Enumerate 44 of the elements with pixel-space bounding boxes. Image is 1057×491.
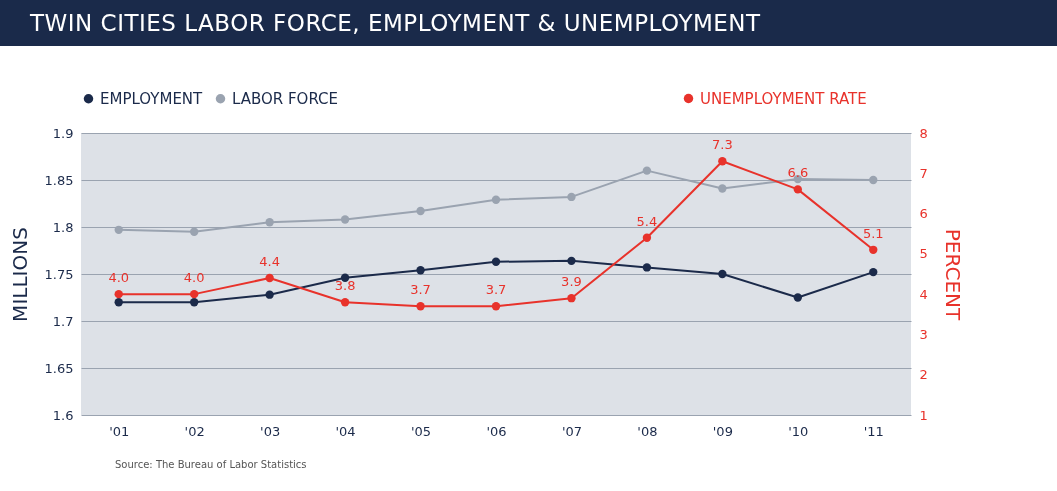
y-tick-label: 1.9 bbox=[52, 125, 74, 141]
y-axis-title: MILLIONS bbox=[7, 227, 32, 322]
y2-tick-label: 4 bbox=[919, 286, 928, 302]
y2-tick-label: 7 bbox=[919, 165, 928, 181]
x-tick-label: '08 bbox=[637, 423, 658, 439]
data-label: 5.1 bbox=[862, 225, 884, 241]
data-label: 6.6 bbox=[787, 165, 809, 181]
x-tick-label: '01 bbox=[109, 423, 130, 439]
x-tick-label: '07 bbox=[561, 423, 583, 439]
y-tick-label: 1.8 bbox=[52, 219, 74, 235]
x-tick-label: '09 bbox=[712, 423, 733, 439]
legend-label: LABOR FORCE bbox=[232, 89, 339, 108]
x-tick-label: '04 bbox=[335, 423, 356, 439]
data-label: 3.7 bbox=[485, 282, 507, 298]
data-label: 3.8 bbox=[334, 278, 356, 294]
y-tick-label: 1.65 bbox=[44, 360, 74, 376]
y2-axis-title: PERCENT bbox=[940, 228, 965, 321]
data-label: 4.0 bbox=[108, 270, 130, 286]
data-label: 3.9 bbox=[561, 274, 582, 290]
legend-label: UNEMPLOYMENT RATE bbox=[700, 89, 867, 108]
x-tick-label: '05 bbox=[410, 423, 432, 439]
x-tick-label: '06 bbox=[486, 423, 507, 439]
chart-title: TWIN CITIES LABOR FORCE, EMPLOYMENT & UNEMPLOYMENT bbox=[0, 0, 1057, 46]
y2-tick-label: 1 bbox=[919, 407, 928, 423]
y-tick-label: 1.6 bbox=[52, 407, 74, 423]
data-label: 4.0 bbox=[183, 270, 205, 286]
y-tick-label: 1.7 bbox=[52, 313, 74, 329]
data-label: 7.3 bbox=[712, 137, 733, 153]
x-tick-label: '03 bbox=[260, 423, 281, 439]
y2-tick-label: 8 bbox=[919, 125, 928, 141]
y-tick-label: 1.85 bbox=[44, 172, 74, 188]
data-label: 3.7 bbox=[410, 282, 431, 298]
data-label: 5.4 bbox=[636, 213, 658, 229]
x-tick-label: '02 bbox=[184, 423, 205, 439]
y2-tick-label: 5 bbox=[919, 246, 928, 262]
y2-tick-label: 3 bbox=[919, 326, 928, 342]
y2-tick-label: 6 bbox=[919, 206, 928, 222]
data-label: 4.4 bbox=[259, 254, 280, 270]
y-tick-label: 1.75 bbox=[44, 266, 74, 282]
x-tick-label: '10 bbox=[788, 423, 809, 439]
x-tick-label: '11 bbox=[863, 423, 884, 439]
legend-label: EMPLOYMENT bbox=[100, 89, 204, 108]
source-note: Source: The Bureau of Labor Statistics bbox=[115, 459, 308, 470]
y2-tick-label: 2 bbox=[919, 367, 928, 383]
